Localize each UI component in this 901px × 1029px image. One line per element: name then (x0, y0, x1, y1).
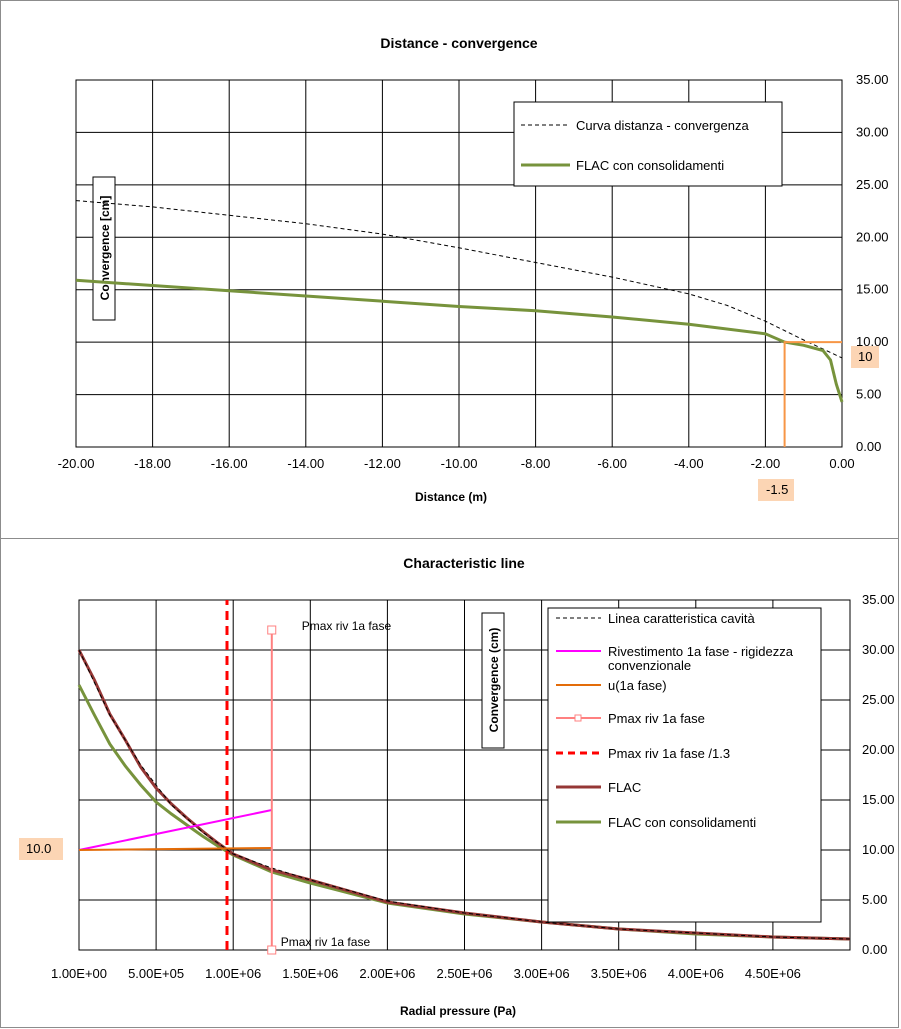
series-line-curva-distanza (75, 200, 843, 359)
y-axis-label-box (92, 176, 116, 321)
legend-box (547, 607, 822, 923)
highlight-label-x: -1.5 (766, 482, 788, 497)
x-tick-label: 3.50E+06 (591, 966, 647, 981)
legend-box (513, 101, 783, 187)
legend-label: Linea caratteristica cavità (608, 611, 755, 626)
legend-label: FLAC con consolidamenti (576, 158, 724, 173)
y-tick-label: 35.00 (862, 592, 895, 607)
y-tick-label: 10.00 (856, 334, 889, 349)
y-tick-label: 15.00 (862, 792, 895, 807)
y-tick-label: 25.00 (856, 177, 889, 192)
series-line-u-1a-fase (78, 847, 272, 851)
x-tick-label: -6.00 (597, 456, 627, 471)
x-tick-label: 0.00 (829, 456, 854, 471)
legend-label: u(1a fase) (608, 678, 667, 693)
legend: Linea caratteristica cavità Rivestimento … (547, 607, 822, 923)
y-tick-label: 30.00 (856, 124, 889, 139)
legend-label: FLAC (608, 780, 641, 795)
highlight-label-y: 10 (858, 349, 872, 364)
chart-title: Distance - convergence (380, 35, 537, 51)
distance-convergence-panel: Distance - convergence -20.00 -18.00 -16.00… (0, 0, 899, 539)
chart-title: Characteristic line (403, 555, 525, 571)
annotation-label: Pmax riv 1a fase (281, 935, 371, 949)
x-tick-label: 1.00E+00 (51, 966, 107, 981)
x-tick-label: 2.50E+06 (436, 966, 492, 981)
x-axis-label: Radial pressure (Pa) (400, 1004, 516, 1018)
x-tick-label: 3.00E+06 (514, 966, 570, 981)
y-tick-label: 20.00 (856, 229, 889, 244)
y-axis-label-box (481, 612, 505, 749)
x-tick-label: 4.50E+06 (745, 966, 801, 981)
legend-label: convenzionale (608, 658, 691, 673)
x-tick-label: -12.00 (364, 456, 401, 471)
y-tick-label: 5.00 (856, 387, 881, 402)
y-tick-label: 0.00 (856, 439, 881, 454)
y-axis-label: Convergence (cm) (487, 628, 501, 733)
x-tick-label: -20.00 (58, 456, 95, 471)
x-tick-label: 5.00E+05 (128, 966, 184, 981)
highlight-guide-line (783, 341, 842, 447)
y-tick-label: 0.00 (862, 942, 887, 957)
plot-area (78, 599, 851, 951)
x-tick-label: -2.00 (751, 456, 781, 471)
distance-convergence-chart: Distance - convergence -20.00 -18.00 -16.00… (58, 35, 889, 504)
series-line-linea-caratteristica (78, 649, 851, 940)
y-axis-label: Convergence [cm] (98, 196, 112, 301)
legend-swatch-marker (574, 714, 582, 722)
x-tick-label: 1.00E+06 (205, 966, 261, 981)
x-tick-label: -10.00 (441, 456, 478, 471)
highlight-label-y-box (851, 346, 879, 368)
plot-area (75, 79, 843, 448)
highlight-label-y-box (19, 838, 63, 860)
x-tick-label: 2.00E+06 (359, 966, 415, 981)
legend-label: Pmax riv 1a fase /1.3 (608, 746, 730, 761)
series-marker-pmax-riv (267, 625, 277, 635)
y-tick-label: 20.00 (862, 742, 895, 757)
legend-label: Rivestimento 1a fase - rigidezza (608, 644, 794, 659)
x-tick-label: -14.00 (287, 456, 324, 471)
y-tick-label: 15.00 (856, 282, 889, 297)
x-axis-label: Distance (m) (415, 490, 487, 504)
y-tick-label: 35.00 (856, 72, 889, 87)
legend-label: Curva distanza - convergenza (576, 118, 749, 133)
y-tick-label: 25.00 (862, 692, 895, 707)
series-line-rivestimento (78, 809, 273, 851)
legend-label: FLAC con consolidamenti (608, 815, 756, 830)
x-tick-label: -4.00 (674, 456, 704, 471)
x-tick-label: -8.00 (521, 456, 551, 471)
y-tick-label: 10.00 (862, 842, 895, 857)
annotation-label: Pmax riv 1a fase (302, 619, 392, 633)
y-tick-label: 5.00 (862, 892, 887, 907)
highlight-label-y: 10.0 (26, 841, 51, 856)
characteristic-line-panel: Characteristic line 1.00E+00 5.00E+05 1.00E… (0, 538, 899, 1028)
series-marker-pmax-riv (267, 945, 277, 955)
x-tick-label: 4.00E+06 (668, 966, 724, 981)
series-line-flac-consolidamenti (75, 278, 844, 403)
x-tick-label: -16.00 (211, 456, 248, 471)
highlight-label-x-box (758, 479, 794, 501)
y-tick-label: 30.00 (862, 642, 895, 657)
characteristic-line-chart: Characteristic line 1.00E+00 5.00E+05 1.00E… (19, 555, 895, 1018)
x-tick-label: 1.50E+06 (282, 966, 338, 981)
legend-label: Pmax riv 1a fase (608, 711, 705, 726)
x-tick-label: -18.00 (134, 456, 171, 471)
legend: Curva distanza - convergenza FLAC con con… (513, 101, 783, 187)
